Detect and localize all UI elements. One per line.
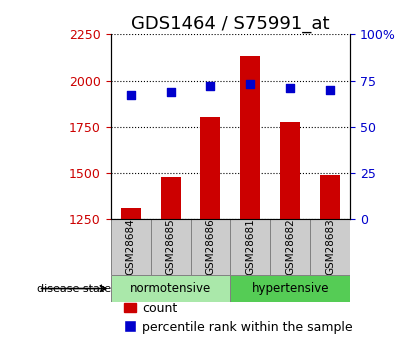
Text: GSM28683: GSM28683 xyxy=(326,218,335,275)
Bar xyxy=(321,175,340,219)
FancyBboxPatch shape xyxy=(111,219,150,275)
Text: hypertensive: hypertensive xyxy=(252,282,329,295)
Bar xyxy=(201,118,220,219)
Point xyxy=(167,89,174,95)
Legend: count, percentile rank within the sample: count, percentile rank within the sample xyxy=(119,296,358,339)
Title: GDS1464 / S75991_at: GDS1464 / S75991_at xyxy=(131,15,330,33)
Point xyxy=(287,85,294,91)
Text: GSM28681: GSM28681 xyxy=(245,218,256,275)
FancyBboxPatch shape xyxy=(310,219,351,275)
Text: normotensive: normotensive xyxy=(130,282,211,295)
FancyBboxPatch shape xyxy=(191,219,231,275)
FancyBboxPatch shape xyxy=(231,219,270,275)
Point xyxy=(327,87,334,92)
Text: GSM28685: GSM28685 xyxy=(166,218,175,275)
FancyBboxPatch shape xyxy=(150,219,191,275)
Text: GSM28682: GSM28682 xyxy=(286,218,296,275)
FancyBboxPatch shape xyxy=(111,275,231,303)
Point xyxy=(247,81,254,87)
Text: GSM28684: GSM28684 xyxy=(125,218,136,275)
Point xyxy=(207,83,214,89)
Bar xyxy=(161,177,180,219)
Bar xyxy=(280,122,300,219)
FancyBboxPatch shape xyxy=(270,219,310,275)
Bar xyxy=(120,208,141,219)
Point xyxy=(127,92,134,98)
FancyBboxPatch shape xyxy=(231,275,351,303)
Bar xyxy=(240,57,261,219)
Text: disease state: disease state xyxy=(37,284,111,294)
Text: GSM28686: GSM28686 xyxy=(206,218,215,275)
